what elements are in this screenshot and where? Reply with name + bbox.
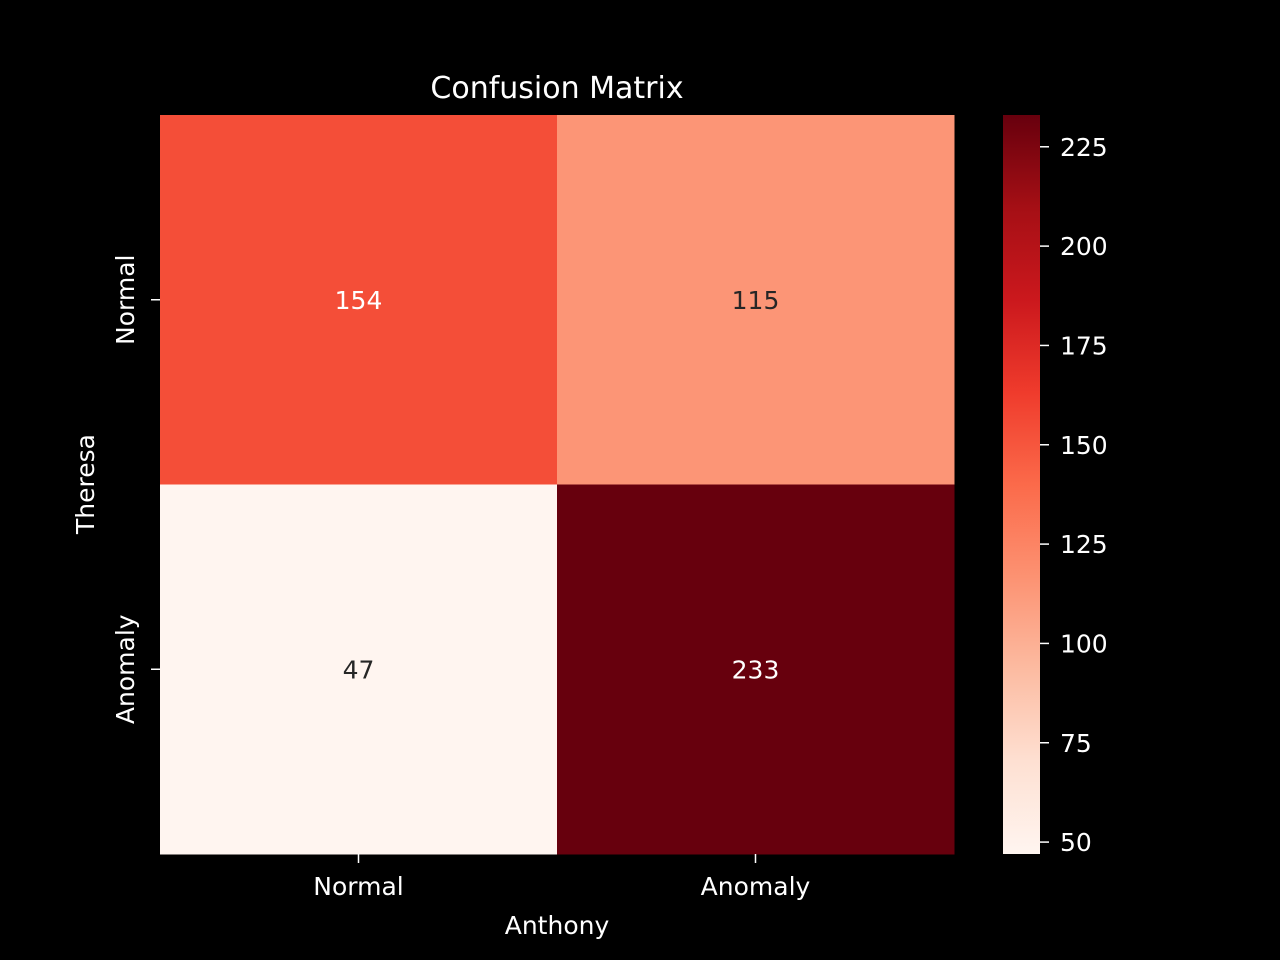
y-axis: Normal Anomaly — [111, 255, 160, 724]
colorbar-ticks: 50 75 100 125 150 175 200 225 — [1040, 133, 1108, 857]
colorbar-tick-label: 100 — [1060, 629, 1108, 658]
cell-value-label: 154 — [335, 286, 383, 315]
cell-value-label: 47 — [343, 655, 375, 684]
heatmap-cells: 154 115 47 233 — [160, 115, 955, 855]
y-axis-label: Theresa — [71, 434, 100, 535]
colorbar-tick-label: 150 — [1060, 431, 1108, 460]
x-axis: Normal Anomaly — [313, 854, 811, 901]
cell-value-label: 233 — [732, 655, 780, 684]
colorbar-tick-label: 75 — [1060, 729, 1092, 758]
colorbar — [1003, 115, 1040, 854]
colorbar-tick-label: 175 — [1060, 331, 1108, 360]
heatmap-cell — [557, 115, 955, 485]
colorbar-tick-label: 225 — [1060, 133, 1108, 162]
heatmap-cell — [557, 484, 955, 855]
y-tick-label: Normal — [111, 255, 140, 345]
cell-value-label: 115 — [732, 286, 780, 315]
x-tick-label: Normal — [313, 872, 403, 901]
heatmap-cell — [160, 484, 558, 855]
heatmap-cell — [160, 115, 558, 485]
colorbar-tick-label: 200 — [1060, 232, 1108, 261]
x-tick-label: Anomaly — [701, 872, 811, 901]
colorbar-tick-label: 125 — [1060, 530, 1108, 559]
colorbar-tick-label: 50 — [1060, 828, 1092, 857]
x-axis-label: Anthony — [505, 911, 610, 940]
chart-title: Confusion Matrix — [430, 71, 683, 106]
y-tick-label: Anomaly — [111, 614, 140, 724]
